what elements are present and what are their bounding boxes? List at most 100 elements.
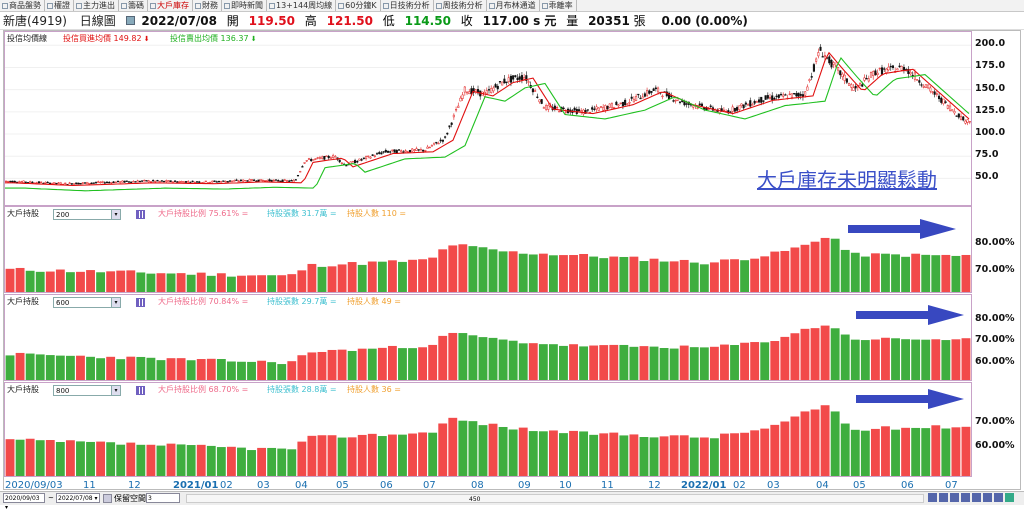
tab-9[interactable]: 日技術分析 <box>381 0 434 11</box>
candle-body <box>773 97 776 100</box>
holding-bar <box>448 417 458 476</box>
candle-body <box>865 78 868 80</box>
candle-body <box>20 181 23 183</box>
tab-label: 商品盤勢 <box>9 1 41 10</box>
holding-bar <box>317 435 327 476</box>
tab-1[interactable]: 權證 <box>45 0 74 11</box>
candle-body <box>294 179 297 181</box>
candle-body <box>224 181 227 183</box>
holding-bar <box>669 348 679 380</box>
holding-bar <box>347 350 357 380</box>
threshold-select[interactable]: 600 ▾ <box>53 297 121 308</box>
settings-icon[interactable] <box>994 493 1003 502</box>
candle-body <box>448 125 451 128</box>
tab-12[interactable]: 乖離率 <box>540 0 577 11</box>
holding-tick: 80.00% <box>975 237 1015 249</box>
candle-body <box>154 180 157 183</box>
candle-body <box>94 182 98 184</box>
tab-6[interactable]: 即時新聞 <box>222 0 267 11</box>
holding-bar <box>860 430 870 476</box>
zoom-in-icon[interactable] <box>928 493 937 502</box>
tab-0[interactable]: 商品盤勢 <box>0 0 45 11</box>
candle-body <box>231 180 234 182</box>
keep-space-input[interactable]: 3 <box>146 493 180 503</box>
tab-7[interactable]: 13+144周均線 <box>267 0 337 11</box>
prev-icon[interactable] <box>961 493 970 502</box>
horizontal-scrollbar[interactable]: 450 <box>186 494 924 503</box>
first-icon[interactable] <box>950 493 959 502</box>
holding-bar <box>247 450 256 476</box>
candle-body <box>415 148 418 151</box>
threshold-value: 200 <box>56 211 70 219</box>
holding-bar <box>931 339 941 380</box>
holding-bar <box>176 358 186 380</box>
tab-10[interactable]: 周技術分析 <box>434 0 487 11</box>
holding-bar <box>237 361 246 380</box>
candle-body <box>253 179 256 181</box>
holding-bar <box>689 262 699 292</box>
holding-bar <box>528 254 538 292</box>
candle-body <box>760 96 763 103</box>
candle-body <box>380 152 383 155</box>
next-icon[interactable] <box>972 493 981 502</box>
candle-body <box>542 107 545 109</box>
holding-bar <box>518 427 528 476</box>
help-icon[interactable] <box>1005 493 1014 502</box>
holding-bar <box>418 432 428 476</box>
holding-bar <box>367 348 377 380</box>
tab-11[interactable]: 月布林通道 <box>487 0 540 11</box>
holding-bar <box>146 357 156 380</box>
candle-body <box>360 159 363 161</box>
tab-4[interactable]: 大戶庫存 <box>148 0 193 11</box>
tab-5[interactable]: 財務 <box>193 0 222 11</box>
threshold-select[interactable]: 200 ▾ <box>53 209 121 220</box>
threshold-value: 800 <box>56 387 70 395</box>
holding-pane-800[interactable]: 大戶持股 800 ▾ 大戶持股比例 68.70% = 持股張數 28.8萬 = 持股人數 … <box>4 382 972 477</box>
to-date-select[interactable]: 2022/07/08 ▾ <box>56 493 100 503</box>
zoom-out-icon[interactable] <box>939 493 948 502</box>
holding-pane-200[interactable]: 大戶持股 200 ▾ 大戶持股比例 75.61% = 持股張數 31.7萬 = 持股人數 … <box>4 206 972 293</box>
holding-tick: 80.00% <box>975 312 1015 324</box>
candle-body <box>505 81 508 83</box>
threshold-select[interactable]: 800 ▾ <box>53 385 121 396</box>
holding-bar <box>559 433 568 476</box>
holding-bar <box>961 254 971 292</box>
candle-body <box>503 78 506 84</box>
holding-bar <box>709 262 719 292</box>
candle-body <box>485 90 488 95</box>
tab-icon <box>382 3 389 9</box>
x-tick: 2021/01 <box>173 480 219 491</box>
last-icon[interactable] <box>983 493 992 502</box>
holding-bar <box>669 261 679 292</box>
candle-body <box>707 108 710 110</box>
candle-body <box>874 70 877 76</box>
candle-body <box>848 83 851 86</box>
candle-body <box>887 66 890 71</box>
zoom-icon[interactable] <box>103 494 112 503</box>
holding-bar <box>428 344 438 380</box>
price-pane[interactable]: 投信均價線 投信買進均價 149.82 ⬇ 投信賣出均價 136.37 ⬇ 大戶… <box>4 31 972 206</box>
grid-icon[interactable] <box>136 386 145 395</box>
calendar-icon <box>125 16 135 25</box>
low-label: 低 <box>382 14 395 28</box>
tab-3[interactable]: 籌碼 <box>119 0 148 11</box>
tab-2[interactable]: 主力進出 <box>74 0 119 11</box>
candle-body <box>250 179 253 182</box>
from-date-select[interactable]: 2020/09/03 ▾ <box>3 493 45 511</box>
holding-bar <box>337 437 347 476</box>
grid-icon[interactable] <box>136 298 145 307</box>
holding-bar <box>96 358 106 380</box>
holding-pane-600[interactable]: 大戶持股 600 ▾ 大戶持股比例 70.84% = 持股張數 29.7萬 = 持股人數 … <box>4 294 972 381</box>
candle-body <box>889 65 892 68</box>
holding-bar <box>488 337 498 380</box>
holding-bar <box>86 356 95 380</box>
tab-icon <box>435 3 442 9</box>
candle-body <box>595 106 598 110</box>
candle-body <box>145 180 148 182</box>
candle-body <box>174 180 177 182</box>
holding-bar <box>106 271 116 292</box>
holding-bar <box>15 352 25 380</box>
grid-icon[interactable] <box>136 210 145 219</box>
holding-bar <box>709 438 719 476</box>
tab-8[interactable]: 60分鐘K <box>336 0 381 11</box>
